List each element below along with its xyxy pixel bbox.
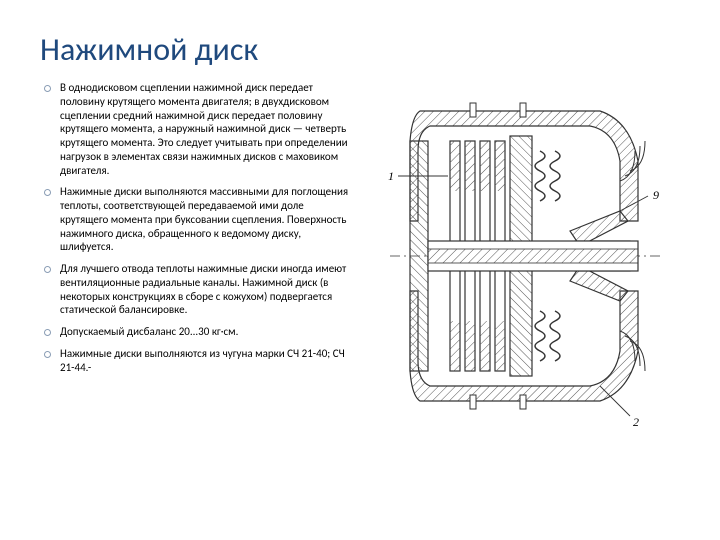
callout-label: 9	[653, 188, 659, 202]
list-item: Нажимные диски выполняются из чугуна мар…	[40, 347, 350, 375]
clutch-cross-section-diagram: 1 9 2	[370, 81, 670, 431]
slide: Нажимной диск В однодисковом сцеплении н…	[0, 0, 720, 540]
page-title: Нажимной диск	[40, 30, 680, 69]
image-column: 1 9 2	[360, 81, 680, 431]
text-column: В однодисковом сцеплении нажимной диск п…	[40, 81, 350, 431]
list-item: Нажимные диски выполняются массивными дл…	[40, 185, 350, 254]
list-item: Для лучшего отвода теплоты нажимные диск…	[40, 262, 350, 317]
content-columns: В однодисковом сцеплении нажимной диск п…	[40, 81, 680, 431]
callout-label: 2	[633, 415, 639, 429]
callout-label: 1	[388, 169, 394, 183]
list-item: В однодисковом сцеплении нажимной диск п…	[40, 81, 350, 177]
bullet-list: В однодисковом сцеплении нажимной диск п…	[40, 81, 350, 374]
list-item: Допускаемый дисбаланс 20...30 кг·см.	[40, 325, 350, 339]
